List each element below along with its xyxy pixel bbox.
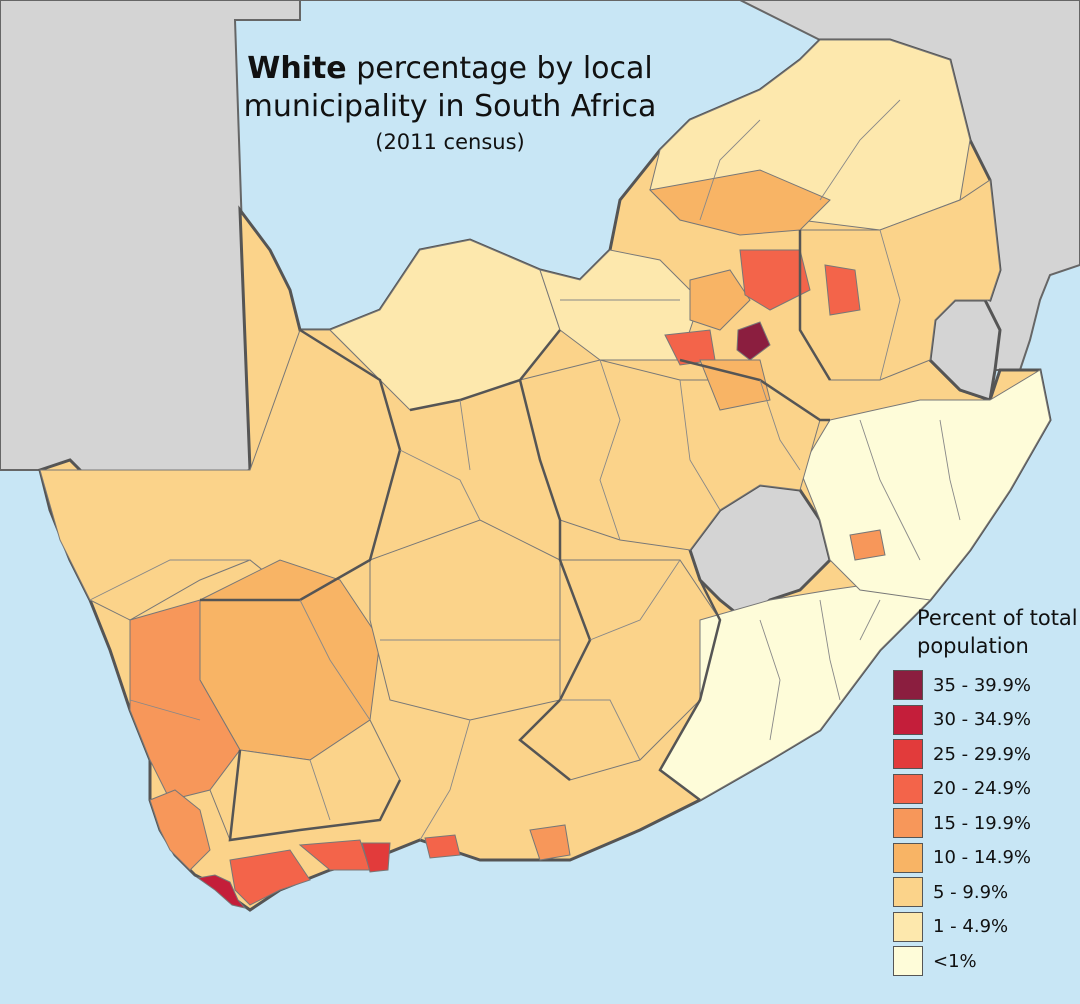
legend-label: 10 - 14.9% <box>933 847 1032 869</box>
legend-swatch <box>893 773 923 804</box>
region-gauteng-west <box>689 269 751 331</box>
region-bitou <box>424 834 461 859</box>
legend-label: 5 - 9.9% <box>933 881 1009 903</box>
region-tshwane-dark <box>736 321 771 361</box>
map-subtitle: (2011 census) <box>375 130 525 154</box>
legend-swatch <box>893 842 923 873</box>
legend-label: 25 - 29.9% <box>933 743 1032 765</box>
municipality-regions <box>39 39 1051 909</box>
legend-swatch <box>893 739 923 770</box>
region-cape-metro <box>149 789 211 871</box>
legend-label: <1% <box>933 950 977 972</box>
region-overstrand <box>196 874 247 909</box>
legend-item: 20 - 24.9% <box>893 772 1078 807</box>
legend-item: 15 - 19.9% <box>893 806 1078 841</box>
legend-label: 30 - 34.9% <box>933 709 1032 731</box>
legend-label: 1 - 4.9% <box>933 916 1009 938</box>
municipal-boundaries <box>89 99 961 841</box>
legend: Percent of total population 35 - 39.9% 30… <box>893 604 1078 979</box>
legend-swatch <box>893 670 923 701</box>
legend-swatch <box>893 877 923 908</box>
legend-swatch <box>893 704 923 735</box>
legend-item: 25 - 29.9% <box>893 737 1078 772</box>
provincial-boundaries <box>200 230 832 842</box>
region-overberg <box>229 849 311 906</box>
legend-label: 20 - 24.9% <box>933 778 1032 800</box>
map-title: White percentage by local municipality i… <box>230 50 670 156</box>
legend-item: 10 - 14.9% <box>893 841 1078 876</box>
legend-item: 35 - 39.9% <box>893 668 1078 703</box>
legend-swatch <box>893 911 923 942</box>
legend-item: 1 - 4.9% <box>893 910 1078 945</box>
region-kzn-midlands <box>849 529 886 561</box>
legend-label: 35 - 39.9% <box>933 674 1032 696</box>
legend-item: 30 - 34.9% <box>893 703 1078 738</box>
legend-label: 15 - 19.9% <box>933 812 1032 834</box>
legend-items: 35 - 39.9% 30 - 34.9% 25 - 29.9% 20 - 24.9%… <box>893 668 1078 979</box>
legend-item: <1% <box>893 944 1078 979</box>
title-line2: municipality in South Africa <box>243 89 657 124</box>
title-line1-rest: percentage by local <box>346 51 653 86</box>
legend-swatch <box>893 808 923 839</box>
region-mpumalanga-highveld <box>824 264 861 316</box>
legend-swatch <box>893 946 923 977</box>
region-free-state-north <box>699 359 771 411</box>
legend-title: Percent of total population <box>917 606 1078 658</box>
region-knysna <box>361 842 391 873</box>
region-nelson-mandela <box>529 824 571 861</box>
region-gauteng-central <box>739 249 811 311</box>
title-bold-word: White <box>247 51 347 86</box>
legend-item: 5 - 9.9% <box>893 875 1078 910</box>
